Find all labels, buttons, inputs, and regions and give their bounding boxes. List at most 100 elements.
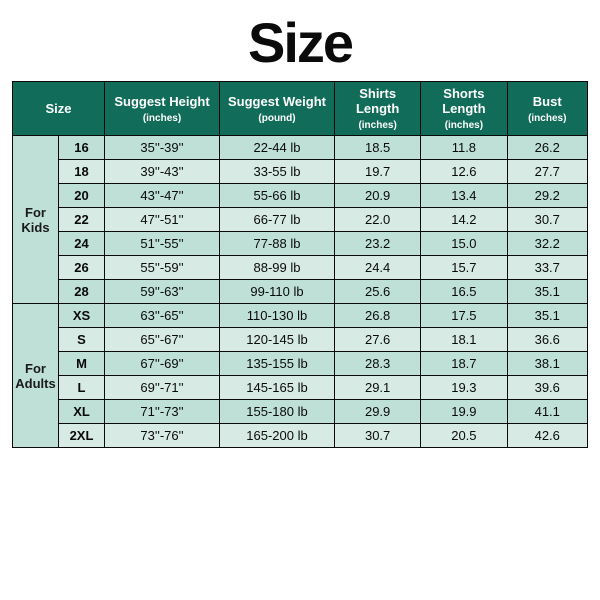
weight-cell: 66-77 lb [220,208,335,232]
weight-cell: 165-200 lb [220,424,335,448]
size-chart-container: Size Size Suggest Height (inches) Sugges… [0,0,600,460]
col-bust-label: Bust [533,94,562,109]
group-label: For Adults [13,304,59,448]
size-cell: 22 [59,208,105,232]
size-cell: 16 [59,136,105,160]
col-shirts-label: Shirts Length [356,86,399,116]
shirts-cell: 28.3 [335,352,421,376]
shorts-cell: 12.6 [421,160,507,184]
bust-cell: 33.7 [507,256,588,280]
weight-cell: 22-44 lb [220,136,335,160]
weight-cell: 77-88 lb [220,232,335,256]
bust-cell: 36.6 [507,328,588,352]
height-cell: 63''-65'' [105,304,220,328]
table-row: 2043''-47''55-66 lb20.913.429.2 [13,184,588,208]
shirts-cell: 30.7 [335,424,421,448]
size-cell: 20 [59,184,105,208]
table-row: 2247''-51''66-77 lb22.014.230.7 [13,208,588,232]
col-shorts-sub: (inches) [445,120,483,131]
shorts-cell: 19.9 [421,400,507,424]
height-cell: 73''-76'' [105,424,220,448]
height-cell: 71''-73'' [105,400,220,424]
col-weight: Suggest Weight (pound) [220,82,335,136]
shirts-cell: 29.1 [335,376,421,400]
table-row: For AdultsXS63''-65''110-130 lb26.817.53… [13,304,588,328]
shirts-cell: 22.0 [335,208,421,232]
size-cell: XL [59,400,105,424]
col-shirts-sub: (inches) [358,120,396,131]
height-cell: 51''-55'' [105,232,220,256]
height-cell: 35''-39'' [105,136,220,160]
col-height: Suggest Height (inches) [105,82,220,136]
col-shorts-label: Shorts Length [442,86,485,116]
bust-cell: 42.6 [507,424,588,448]
bust-cell: 27.7 [507,160,588,184]
shorts-cell: 19.3 [421,376,507,400]
table-row: XL71''-73''155-180 lb29.919.941.1 [13,400,588,424]
bust-cell: 32.2 [507,232,588,256]
col-bust: Bust (inches) [507,82,588,136]
weight-cell: 88-99 lb [220,256,335,280]
col-size: Size [13,82,105,136]
col-weight-sub: (pound) [258,113,295,124]
size-cell: 24 [59,232,105,256]
col-bust-sub: (inches) [528,113,566,124]
shorts-cell: 14.2 [421,208,507,232]
col-shirts: Shirts Length (inches) [335,82,421,136]
bust-cell: 26.2 [507,136,588,160]
height-cell: 65''-67'' [105,328,220,352]
height-cell: 69''-71'' [105,376,220,400]
shirts-cell: 26.8 [335,304,421,328]
size-cell: 18 [59,160,105,184]
size-cell: 28 [59,280,105,304]
bust-cell: 35.1 [507,280,588,304]
group-label: For Kids [13,136,59,304]
size-table: Size Suggest Height (inches) Suggest Wei… [12,81,588,448]
shirts-cell: 18.5 [335,136,421,160]
table-row: For Kids1635''-39''22-44 lb18.511.826.2 [13,136,588,160]
shorts-cell: 20.5 [421,424,507,448]
weight-cell: 120-145 lb [220,328,335,352]
size-cell: 26 [59,256,105,280]
shorts-cell: 16.5 [421,280,507,304]
shirts-cell: 19.7 [335,160,421,184]
shirts-cell: 29.9 [335,400,421,424]
col-shorts: Shorts Length (inches) [421,82,507,136]
height-cell: 55''-59'' [105,256,220,280]
height-cell: 43''-47'' [105,184,220,208]
shorts-cell: 15.0 [421,232,507,256]
table-row: 2451''-55''77-88 lb23.215.032.2 [13,232,588,256]
col-height-sub: (inches) [143,113,181,124]
table-body: For Kids1635''-39''22-44 lb18.511.826.21… [13,136,588,448]
weight-cell: 55-66 lb [220,184,335,208]
shirts-cell: 23.2 [335,232,421,256]
table-row: 2XL73''-76''165-200 lb30.720.542.6 [13,424,588,448]
table-row: 2859''-63''99-110 lb25.616.535.1 [13,280,588,304]
size-cell: XS [59,304,105,328]
size-cell: 2XL [59,424,105,448]
bust-cell: 30.7 [507,208,588,232]
size-cell: S [59,328,105,352]
bust-cell: 35.1 [507,304,588,328]
shirts-cell: 27.6 [335,328,421,352]
shirts-cell: 25.6 [335,280,421,304]
weight-cell: 110-130 lb [220,304,335,328]
weight-cell: 33-55 lb [220,160,335,184]
bust-cell: 38.1 [507,352,588,376]
table-row: L69''-71''145-165 lb29.119.339.6 [13,376,588,400]
weight-cell: 99-110 lb [220,280,335,304]
table-row: 1839''-43''33-55 lb19.712.627.7 [13,160,588,184]
shorts-cell: 18.1 [421,328,507,352]
shorts-cell: 15.7 [421,256,507,280]
weight-cell: 135-155 lb [220,352,335,376]
page-title: Size [12,10,588,75]
shirts-cell: 20.9 [335,184,421,208]
table-row: 2655''-59''88-99 lb24.415.733.7 [13,256,588,280]
table-header: Size Suggest Height (inches) Suggest Wei… [13,82,588,136]
col-weight-label: Suggest Weight [228,94,326,109]
height-cell: 47''-51'' [105,208,220,232]
bust-cell: 39.6 [507,376,588,400]
shirts-cell: 24.4 [335,256,421,280]
size-cell: M [59,352,105,376]
weight-cell: 155-180 lb [220,400,335,424]
